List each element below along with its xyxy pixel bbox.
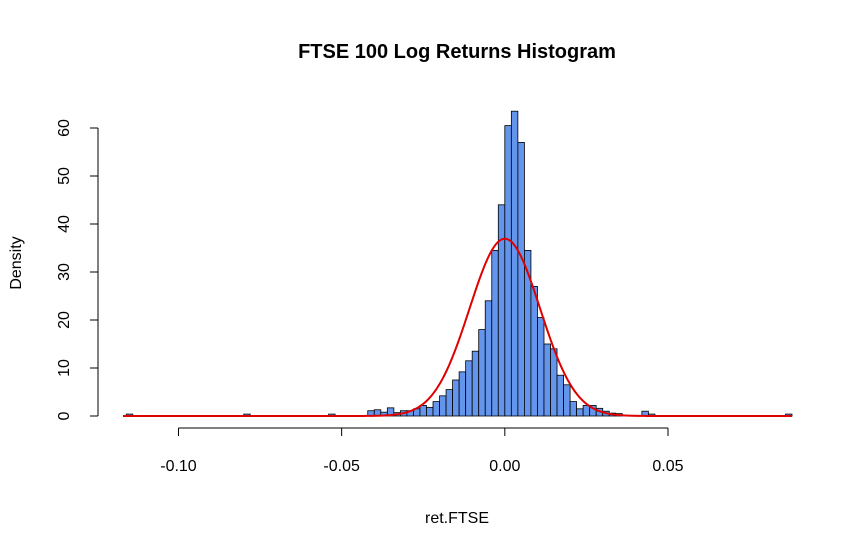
y-tick-label: 20 bbox=[56, 311, 73, 329]
y-tick-label: 50 bbox=[56, 167, 73, 185]
y-tick-label: 10 bbox=[56, 359, 73, 377]
histogram-bar-13 bbox=[432, 401, 440, 417]
histogram-bar-16 bbox=[452, 379, 460, 417]
y-axis-label: Density bbox=[8, 236, 25, 289]
histogram-bar-21 bbox=[484, 300, 493, 417]
histogram-bars bbox=[125, 110, 793, 417]
x-tick-label: 0.00 bbox=[489, 458, 520, 475]
histogram-bar-20 bbox=[478, 329, 486, 417]
x-axis: -0.10 -0.05 0.00 0.05 bbox=[160, 427, 684, 475]
histogram-bar-17 bbox=[458, 371, 467, 417]
histogram-bar-15 bbox=[445, 389, 454, 417]
histogram-bar-31 bbox=[550, 348, 558, 417]
x-tick-label: 0.05 bbox=[652, 458, 683, 475]
chart-title: FTSE 100 Log Returns Histogram bbox=[298, 41, 616, 63]
histogram-bar-19 bbox=[471, 350, 480, 417]
histogram-bar-29 bbox=[537, 317, 545, 417]
normal-density-curve bbox=[123, 237, 792, 417]
histogram-bar-27 bbox=[524, 249, 532, 417]
y-tick-label: 30 bbox=[56, 263, 73, 281]
histogram-bar-26 bbox=[517, 141, 525, 417]
histogram-bar-36 bbox=[582, 405, 591, 417]
histogram-bar-30 bbox=[543, 343, 551, 417]
histogram-bar-25 bbox=[510, 110, 519, 417]
histogram-bar-35 bbox=[576, 408, 584, 417]
histogram-bar-14 bbox=[439, 395, 447, 417]
histogram-bar-22 bbox=[491, 249, 499, 417]
histogram-bar-11 bbox=[419, 405, 427, 417]
y-tick-label: 60 bbox=[56, 119, 73, 137]
x-axis-label: ret.FTSE bbox=[425, 510, 489, 527]
y-axis: 0 10 20 30 40 50 60 bbox=[56, 119, 99, 420]
histogram-bar-33 bbox=[563, 384, 571, 417]
y-tick-label: 0 bbox=[56, 411, 73, 420]
histogram-bar-28 bbox=[530, 285, 538, 417]
x-tick-label: -0.05 bbox=[323, 458, 360, 475]
histogram-bar-34 bbox=[569, 401, 578, 417]
x-tick-label: -0.10 bbox=[160, 458, 197, 475]
histogram-bar-12 bbox=[426, 406, 434, 417]
y-tick-label: 40 bbox=[56, 215, 73, 233]
histogram-bar-18 bbox=[465, 360, 473, 417]
histogram-bar-24 bbox=[504, 125, 512, 417]
histogram-bar-23 bbox=[497, 204, 506, 417]
histogram-bar-32 bbox=[556, 374, 564, 417]
